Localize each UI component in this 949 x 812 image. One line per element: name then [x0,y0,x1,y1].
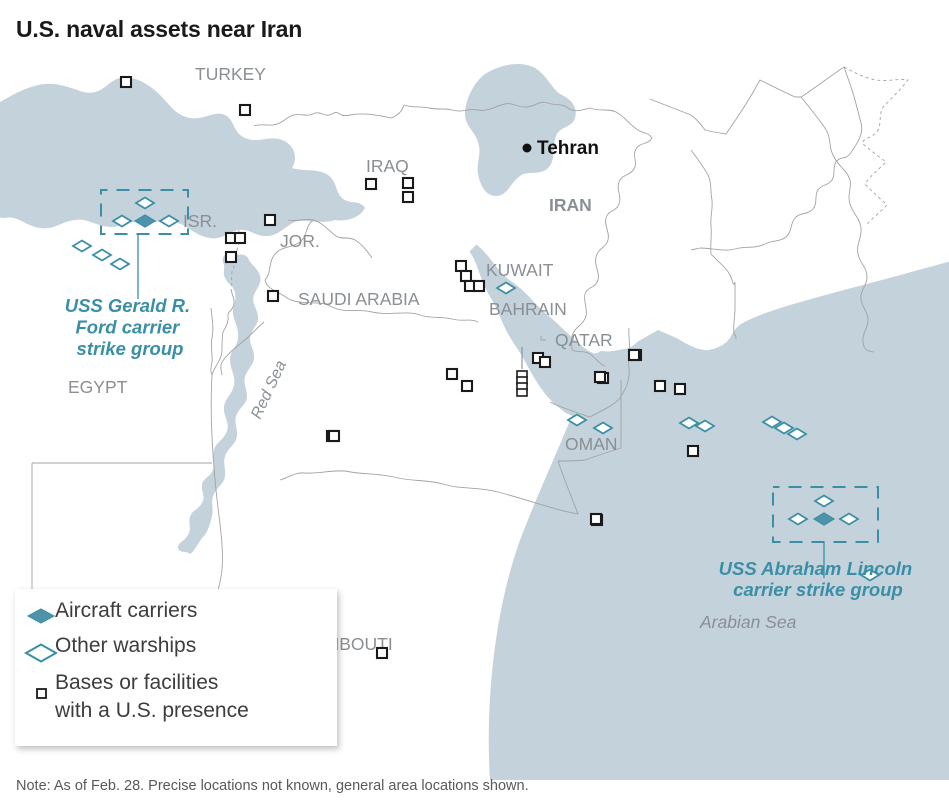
svg-text:QATAR: QATAR [555,330,613,350]
svg-text:TURKEY: TURKEY [195,64,266,84]
svg-text:JOR.: JOR. [280,231,320,251]
svg-text:EGYPT: EGYPT [68,377,128,397]
svg-text:OMAN: OMAN [565,434,618,454]
svg-text:BAHRAIN: BAHRAIN [489,299,567,319]
svg-text:Tehran: Tehran [537,138,599,159]
svg-text:SAUDI ARABIA: SAUDI ARABIA [298,289,420,309]
svg-text:USS Abraham Lincoln: USS Abraham Lincoln carrier strike group [719,558,918,600]
svg-text:Arabian Sea: Arabian Sea [699,612,797,632]
svg-text:USS Gerald R. Ford c: USS Gerald R. Ford carrier strike group [65,295,196,359]
svg-text:IRAN: IRAN [549,195,592,215]
svg-text:IRAQ: IRAQ [366,156,409,176]
svg-text:Red Sea: Red Sea [248,358,290,422]
svg-text:KUWAIT: KUWAIT [486,260,554,280]
